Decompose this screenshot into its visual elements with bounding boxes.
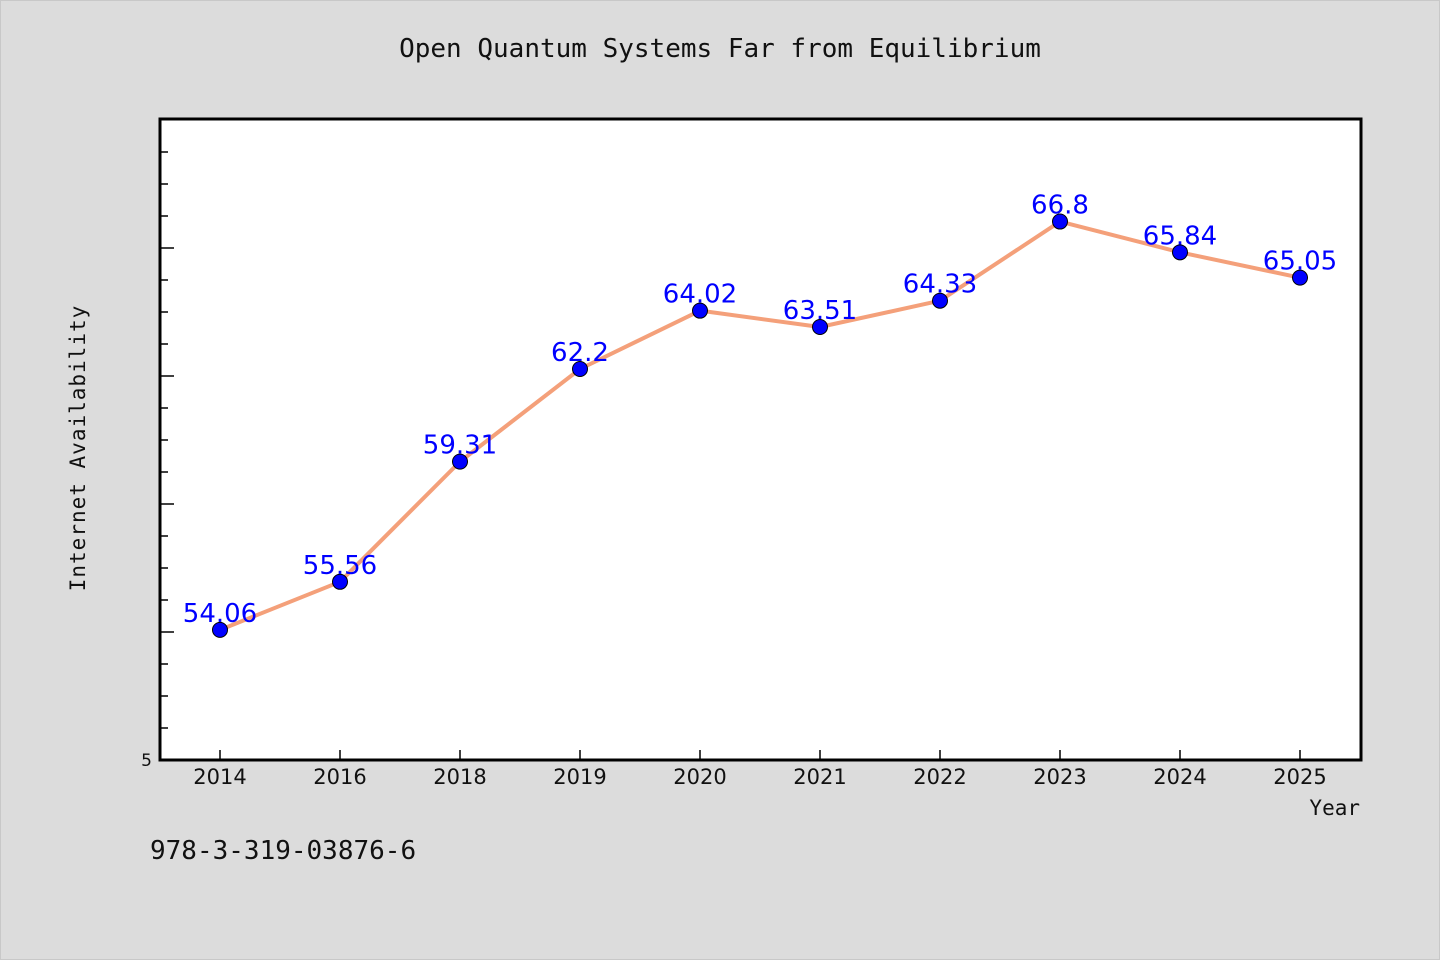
data-point bbox=[1172, 244, 1188, 261]
x-tick-label: 2014 bbox=[193, 765, 246, 789]
series-line bbox=[219, 219, 1301, 632]
data-point bbox=[932, 292, 948, 309]
data-labels: 54.06 55.56 59.31 62.2 64.02 63.51 64.33 66.8 65… bbox=[183, 191, 1337, 629]
data-point bbox=[572, 360, 588, 377]
data-point bbox=[452, 453, 468, 470]
y-tick-label: 5 bbox=[141, 751, 152, 771]
data-label: 59.31 bbox=[423, 431, 497, 461]
x-tick-label: 2020 bbox=[673, 765, 726, 789]
data-markers bbox=[212, 213, 1308, 638]
x-tick-label: 2022 bbox=[913, 765, 966, 789]
data-label: 65.05 bbox=[1263, 247, 1337, 277]
data-label: 54.06 bbox=[183, 599, 257, 629]
data-label: 66.8 bbox=[1031, 191, 1089, 221]
data-point bbox=[332, 573, 348, 590]
x-tick-label: 2019 bbox=[553, 765, 606, 789]
data-label: 55.56 bbox=[303, 551, 377, 581]
data-point bbox=[812, 319, 828, 336]
x-axis-ticks: 2014 2016 2018 2019 2020 2021 2022 2023 2024 2025 bbox=[193, 750, 1327, 789]
x-axis-label: Year bbox=[1309, 796, 1360, 820]
x-tick-label: 2025 bbox=[1273, 765, 1326, 789]
data-label: 64.33 bbox=[903, 270, 977, 300]
data-point bbox=[1052, 213, 1068, 230]
data-label: 62.2 bbox=[551, 338, 609, 368]
x-tick-label: 2016 bbox=[313, 765, 366, 789]
data-label: 64.02 bbox=[663, 280, 737, 310]
x-tick-label: 2024 bbox=[1153, 765, 1206, 789]
plot-area bbox=[158, 117, 1363, 762]
x-tick-label: 2023 bbox=[1033, 765, 1086, 789]
x-tick-label: 2021 bbox=[793, 765, 846, 789]
data-label: 65.84 bbox=[1143, 221, 1217, 251]
x-tick-label: 2018 bbox=[433, 765, 486, 789]
data-point bbox=[692, 302, 708, 319]
chart-title: Open Quantum Systems Far from Equilibriu… bbox=[399, 34, 1041, 64]
data-point bbox=[212, 621, 228, 638]
data-point bbox=[1292, 269, 1308, 286]
footer-isbn: 978-3-319-03876-6 bbox=[150, 836, 417, 866]
data-label: 63.51 bbox=[783, 296, 857, 326]
y-axis-ticks: 5 bbox=[141, 151, 174, 771]
